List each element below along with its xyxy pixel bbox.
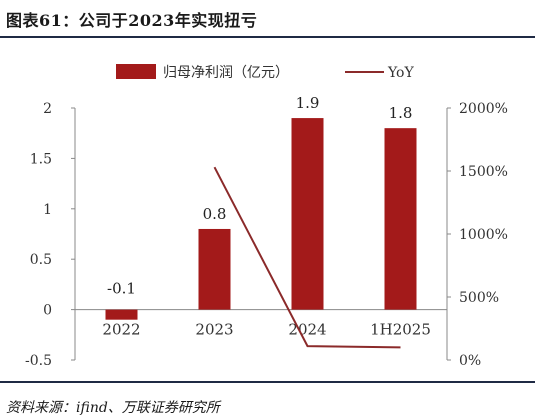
bar-2024 <box>291 118 324 310</box>
bar-2022 <box>105 309 138 320</box>
right-tick-label: 500% <box>459 290 499 306</box>
bar-data-label: 1.9 <box>296 94 320 112</box>
chart-title: 图表61：公司于2023年实现扭亏 <box>6 11 258 30</box>
left-tick-label: 1 <box>43 202 52 218</box>
right-tick-label: 2000% <box>459 101 508 117</box>
left-tick-label: -0.5 <box>25 353 52 369</box>
x-tick-label: 2022 <box>102 321 140 339</box>
legend-label-line: YoY <box>387 65 414 81</box>
chart-area: -0.5 0 0.5 1 1.5 2 0% 500% 1000% 1500% 2000% -0.1 0.… <box>0 38 535 380</box>
right-tick-label: 1500% <box>459 164 508 180</box>
right-tick-label: 1000% <box>459 227 508 243</box>
left-tick-label: 2 <box>43 101 52 117</box>
legend-label-bar: 归母净利润（亿元） <box>163 64 289 81</box>
chart-svg: -0.5 0 0.5 1 1.5 2 0% 500% 1000% 1500% 2000% -0.1 0.… <box>25 64 508 369</box>
yoy-line <box>213 166 401 349</box>
x-tick-label: 2024 <box>288 321 326 339</box>
x-tick-label: 2023 <box>195 321 233 339</box>
bar-data-label: 0.8 <box>203 205 227 223</box>
source-note: 资料来源：ifind、万联证券研究所 <box>6 400 220 416</box>
title-bar: 图表61：公司于2023年实现扭亏 <box>0 0 535 38</box>
source-bar: 资料来源：ifind、万联证券研究所 <box>0 381 535 420</box>
x-tick-label: 1H2025 <box>370 321 431 339</box>
bar-data-label: -0.1 <box>107 280 136 298</box>
legend-swatch-bar <box>116 64 156 79</box>
right-tick-label: 0% <box>459 353 481 369</box>
left-tick-label: 1.5 <box>30 151 52 167</box>
left-tick-label: 0.5 <box>30 252 52 268</box>
bar-2023 <box>198 228 231 310</box>
bar-data-label: 1.8 <box>389 104 413 122</box>
left-tick-label: 0 <box>43 303 52 319</box>
bar-1H2025 <box>384 128 417 310</box>
